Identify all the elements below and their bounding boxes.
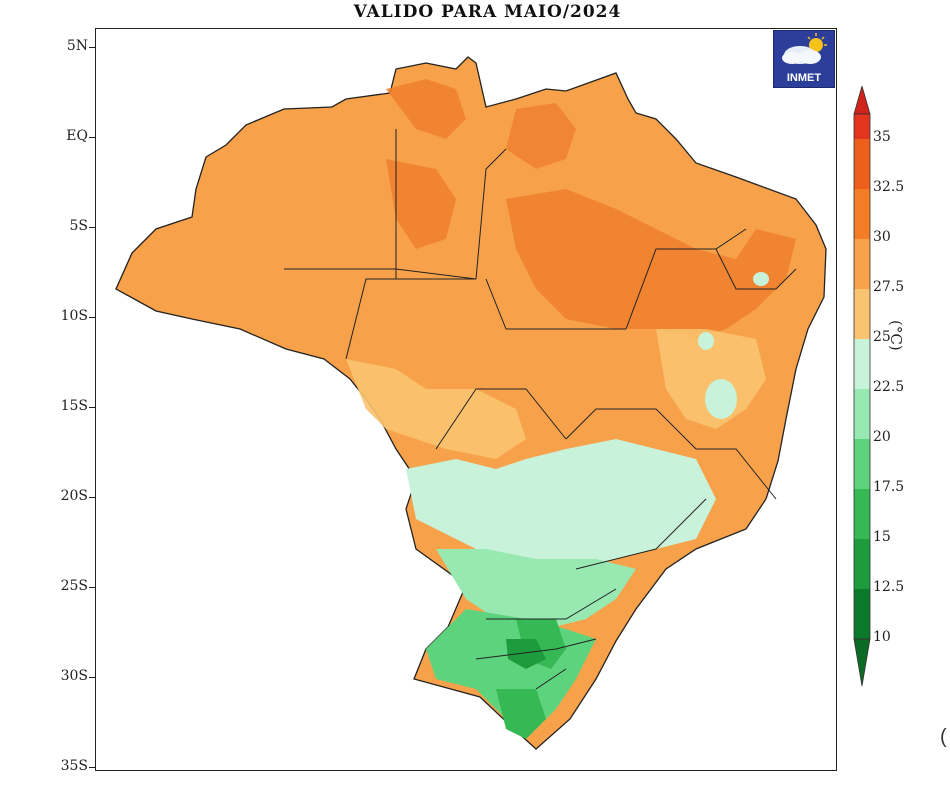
cool-zone: [406, 439, 716, 569]
cool-patch-ne-1: [698, 332, 714, 350]
lat-tick: [89, 767, 95, 768]
colorbar-tick-label: 15: [873, 529, 891, 545]
lat-tick: [89, 587, 95, 588]
lat-label-10s: 10S: [60, 308, 88, 324]
colorbar-tick-label: 20: [873, 429, 891, 445]
colorbar-tick-label: 10: [873, 629, 891, 645]
lat-label-5n: 5N: [66, 38, 88, 54]
colorbar-tick-label: 35: [873, 129, 891, 145]
cold-patch-south: [496, 689, 546, 739]
lat-label-5s: 5S: [69, 218, 89, 234]
hot-zone-north: [386, 79, 466, 139]
lat-tick: [89, 137, 95, 138]
colorbar-tick-label: 12.5: [873, 579, 905, 595]
mild-zone-center: [346, 359, 526, 459]
cooler-zone: [436, 549, 636, 629]
map-frame: [95, 28, 837, 771]
lat-tick: [89, 677, 95, 678]
lat-tick: [89, 47, 95, 48]
colorbar-unit: (°C): [887, 320, 905, 351]
lat-label-25s: 25S: [60, 578, 88, 594]
colorbar-tick-label: 30: [873, 229, 891, 245]
colorbar-tick-label: 25: [873, 329, 891, 345]
lat-label-30s: 30S: [60, 668, 88, 684]
hot-zone-para: [386, 159, 456, 249]
lat-label-20s: 20S: [60, 488, 88, 504]
cool-patch-ne-3: [753, 272, 769, 286]
cool-patch-ne-2: [705, 379, 737, 419]
colorbar-tick-label: 17.5: [873, 479, 905, 495]
temperature-map: [115, 56, 827, 750]
lat-label-15s: 15S: [60, 398, 88, 414]
mild-zone-east: [656, 329, 766, 429]
lat-tick: [89, 317, 95, 318]
state-borders: [284, 129, 797, 690]
logo-text: INMET: [786, 72, 822, 84]
colorbar-tick-label: 27.5: [873, 279, 905, 295]
coldest-zone: [506, 639, 546, 669]
colorbar: [853, 86, 871, 687]
map-title: VALIDO PARA MAIO/2024: [353, 2, 622, 22]
cloud-sun-icon: [782, 33, 827, 64]
colorbar-tick-label: 22.5: [873, 379, 905, 395]
lat-label-35s: 35S: [60, 758, 88, 774]
inmet-logo: INMET: [773, 30, 835, 88]
hot-zone-east: [506, 189, 796, 339]
lat-tick: [89, 227, 95, 228]
stray-character: (: [940, 726, 947, 748]
lat-tick: [89, 497, 95, 498]
colorbar-tick-label: 32.5: [873, 179, 905, 195]
hot-zone-marajo: [506, 103, 576, 169]
lat-label-eq: EQ: [66, 128, 88, 144]
lat-tick: [89, 407, 95, 408]
